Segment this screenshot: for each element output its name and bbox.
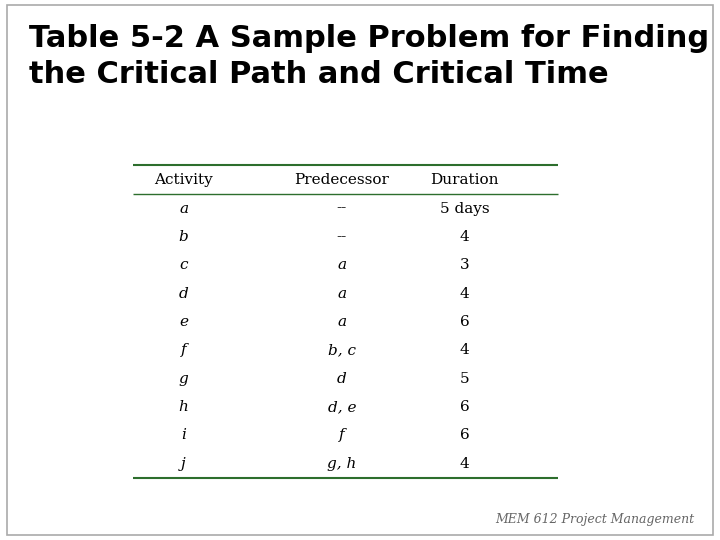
Text: g, h: g, h bbox=[328, 457, 356, 471]
Text: e: e bbox=[179, 315, 188, 329]
Text: i: i bbox=[181, 428, 186, 442]
Text: Predecessor: Predecessor bbox=[294, 173, 390, 186]
Text: --: -- bbox=[337, 230, 347, 244]
Text: 3: 3 bbox=[459, 258, 469, 272]
Text: g: g bbox=[179, 372, 189, 386]
Text: 4: 4 bbox=[459, 230, 469, 244]
Text: a: a bbox=[338, 258, 346, 272]
Text: c: c bbox=[179, 258, 188, 272]
Text: d, e: d, e bbox=[328, 400, 356, 414]
Text: d: d bbox=[179, 287, 189, 301]
Text: f: f bbox=[181, 343, 186, 357]
Text: 5: 5 bbox=[459, 372, 469, 386]
Text: 4: 4 bbox=[459, 287, 469, 301]
Text: --: -- bbox=[337, 201, 347, 215]
Text: b, c: b, c bbox=[328, 343, 356, 357]
Text: b: b bbox=[179, 230, 189, 244]
Text: 4: 4 bbox=[459, 457, 469, 471]
Text: a: a bbox=[338, 315, 346, 329]
Text: 6: 6 bbox=[459, 315, 469, 329]
Text: 6: 6 bbox=[459, 428, 469, 442]
Text: 4: 4 bbox=[459, 343, 469, 357]
Text: a: a bbox=[338, 287, 346, 301]
Text: 6: 6 bbox=[459, 400, 469, 414]
Text: d: d bbox=[337, 372, 347, 386]
Text: a: a bbox=[179, 201, 188, 215]
Text: f: f bbox=[339, 428, 345, 442]
Text: j: j bbox=[181, 457, 186, 471]
Text: Duration: Duration bbox=[430, 173, 499, 186]
Text: h: h bbox=[179, 400, 189, 414]
Text: 5 days: 5 days bbox=[440, 201, 489, 215]
Text: MEM 612 Project Management: MEM 612 Project Management bbox=[495, 514, 695, 526]
Text: Activity: Activity bbox=[154, 173, 213, 186]
Text: Table 5-2 A Sample Problem for Finding
the Critical Path and Critical Time: Table 5-2 A Sample Problem for Finding t… bbox=[29, 24, 709, 89]
